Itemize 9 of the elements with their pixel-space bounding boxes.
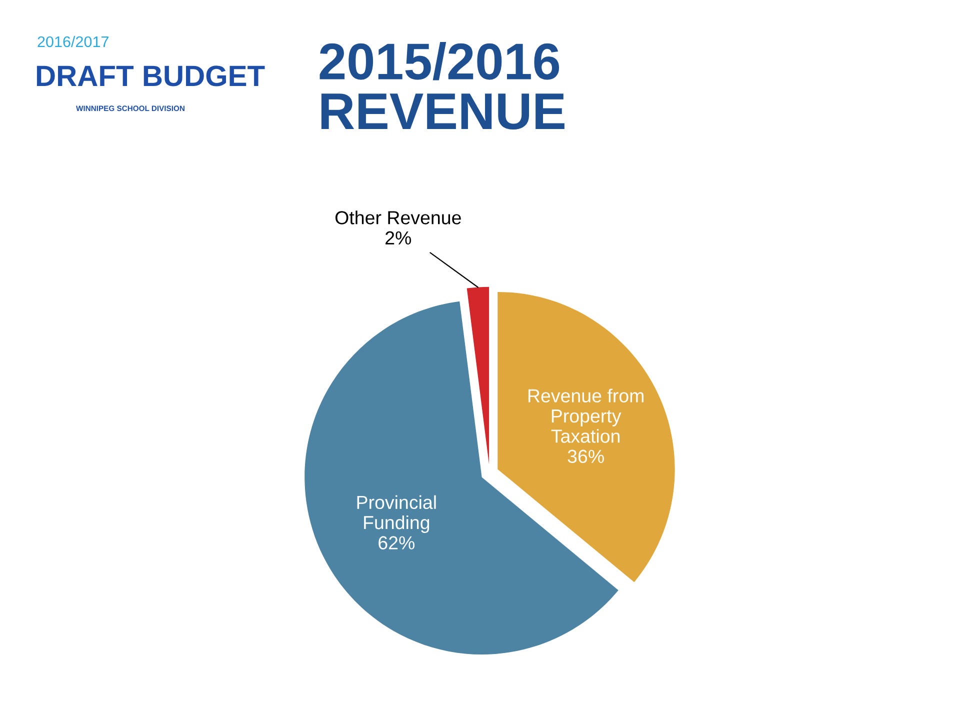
text: 2016/2017 (38, 36, 108, 48)
data-label: 62% (378, 536, 415, 550)
slice-label: Provincial Funding (357, 495, 436, 533)
data-label: 2% (386, 231, 412, 244)
text: DRAFT BUDGET (36, 66, 265, 86)
chart-title: 2015/2016 REVENUE (320, 42, 564, 130)
slice-label: Other Revenue (335, 210, 461, 224)
slice-label: Revenue from Property Taxation (528, 388, 644, 443)
data-label: 36% (568, 450, 604, 464)
